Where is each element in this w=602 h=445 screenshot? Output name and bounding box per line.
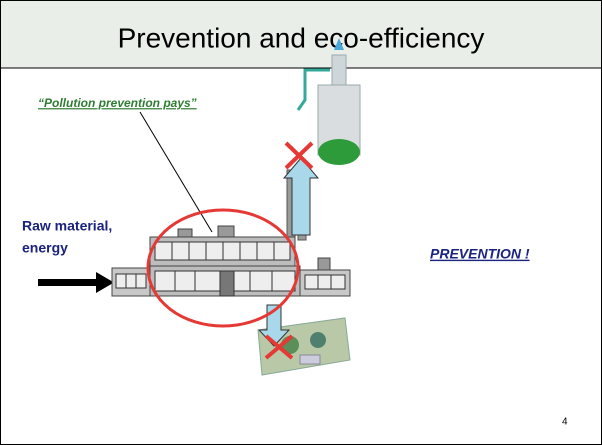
treatment-tower <box>296 38 361 165</box>
blocked-mark <box>264 334 294 360</box>
title: Prevention and eco-efficiency <box>118 22 485 53</box>
input-label-line: energy <box>22 240 68 256</box>
emphasis: PREVENTION ! <box>430 246 530 262</box>
input-arrow <box>38 272 114 293</box>
callout: “Pollution prevention pays” <box>38 96 197 110</box>
blocked-mark <box>284 141 314 170</box>
focus-ellipse <box>146 208 300 328</box>
page-number: 4 <box>562 417 568 428</box>
header-band <box>1 1 601 68</box>
input-label-line: Raw material, <box>22 218 112 234</box>
